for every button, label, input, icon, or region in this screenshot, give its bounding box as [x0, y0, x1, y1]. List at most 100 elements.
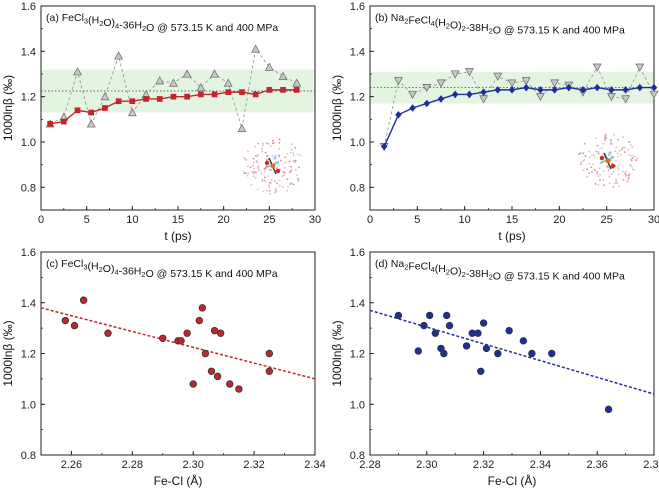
scatter-point	[216, 329, 225, 337]
scatter-point	[505, 326, 513, 335]
scatter-point	[79, 296, 88, 304]
scatter-point	[474, 329, 482, 337]
scatter-point	[420, 321, 428, 330]
block-point	[114, 51, 124, 60]
running-point	[579, 86, 587, 94]
scatter-point	[431, 329, 440, 337]
running-point	[437, 95, 445, 103]
block-point	[73, 67, 82, 76]
y-tick-label: 1.4	[350, 46, 365, 58]
running-point	[636, 83, 644, 92]
y-tick-label: 1.4	[21, 46, 36, 58]
block-point	[169, 78, 178, 87]
x-tick-label: 25	[601, 214, 613, 226]
y-tick-label: 0.8	[350, 450, 365, 462]
running-point	[88, 109, 95, 116]
scatter-point	[265, 349, 274, 358]
block-point	[521, 77, 531, 86]
y-tick-label: 1.0	[21, 137, 36, 149]
panel-title: (b) Na2FeCl4(H2O)2-38H2O @ 573.15 K and …	[375, 12, 625, 37]
x-axis-label: t (ps)	[498, 229, 525, 243]
y-tick-label: 1.2	[350, 349, 365, 361]
x-tick-label: 30	[309, 214, 321, 226]
block-point	[100, 92, 110, 101]
scatter-point	[477, 367, 485, 375]
x-tick-label: 5	[84, 214, 90, 226]
y-tick-label: 1.4	[350, 298, 365, 310]
scatter-point	[442, 311, 451, 320]
running-point	[143, 96, 149, 102]
running-point	[522, 83, 530, 92]
scatter-point	[183, 329, 191, 337]
scatter-point	[482, 344, 491, 353]
running-point	[197, 91, 204, 98]
x-axis-label: Fe-Cl (Å)	[154, 473, 203, 488]
block-point	[210, 69, 219, 78]
block-point	[223, 78, 233, 87]
trend-line	[369, 309, 655, 395]
y-tick-label: 1.0	[21, 399, 36, 411]
block-point	[292, 78, 302, 87]
running-point	[565, 83, 573, 92]
block-point	[450, 70, 460, 79]
y-tick-label: 1.2	[350, 92, 365, 104]
y-tick-label: 1.6	[350, 247, 365, 259]
x-axis-label: t (ps)	[164, 229, 191, 243]
scatter-point	[235, 385, 243, 393]
panel-title: (a) FeCl3(H2O)4-36H2O @ 573.15 K and 400…	[46, 12, 278, 34]
running-point	[409, 104, 416, 112]
scatter-point	[494, 349, 502, 358]
block-point	[436, 79, 446, 88]
block-point	[251, 44, 261, 53]
running-point	[170, 93, 177, 100]
block-point	[507, 79, 517, 88]
scatter-point	[195, 316, 204, 325]
running-point	[225, 89, 232, 95]
running-point	[451, 90, 459, 99]
y-axis-label: 1000lnβ (‰)	[1, 75, 15, 141]
running-point	[129, 98, 136, 105]
running-point	[60, 118, 67, 125]
y-tick-label: 1.0	[350, 399, 365, 411]
scatter-point	[159, 334, 167, 342]
x-tick-label: 15	[506, 214, 518, 226]
running-point	[608, 86, 615, 94]
scatter-point	[425, 311, 434, 320]
x-tick-label: 2.38	[643, 459, 659, 471]
y-tick-label: 1.6	[350, 1, 365, 13]
block-point	[182, 69, 192, 78]
scatter-point	[462, 342, 471, 350]
running-point	[622, 86, 629, 94]
panel-a: 0 5 10 15 20 25 30 0.8 1.0 1.2 1.4 1.6 t (ps) 1000lnβ…	[1, 1, 321, 243]
scatter-point	[177, 337, 185, 345]
x-tick-label: 25	[263, 214, 275, 226]
running-point	[508, 86, 516, 94]
panel-title: (c) FeCl3(H2O)4-36H2O @ 573.15 K and 400…	[46, 258, 278, 280]
scatter-point	[414, 347, 422, 355]
running-point	[211, 91, 218, 98]
x-tick-label: 20	[218, 214, 230, 226]
running-point	[184, 93, 190, 100]
scatter-point	[394, 311, 403, 320]
running-point	[102, 105, 108, 111]
running-point	[266, 87, 273, 93]
scatter-point	[445, 321, 454, 330]
y-tick-label: 1.2	[21, 92, 36, 104]
scatter-point	[201, 349, 210, 358]
running-point	[280, 87, 286, 93]
running-point	[466, 90, 473, 99]
x-tick-label: 2.34	[530, 459, 551, 471]
x-tick-label: 2.32	[243, 459, 264, 471]
block-point	[635, 63, 645, 72]
running-point	[395, 111, 402, 119]
scatter-point	[440, 349, 448, 358]
running-point	[74, 107, 81, 114]
running-point	[650, 83, 658, 92]
y-axis-label: 1000lnβ (‰)	[330, 75, 344, 141]
x-tick-label: 20	[553, 214, 565, 226]
block-point	[464, 68, 474, 77]
block-point	[592, 63, 602, 72]
panel-title: (d) Na2FeCl4(H2O)2-38H2O @ 573.15 K and …	[375, 258, 625, 283]
running-point	[494, 86, 502, 94]
